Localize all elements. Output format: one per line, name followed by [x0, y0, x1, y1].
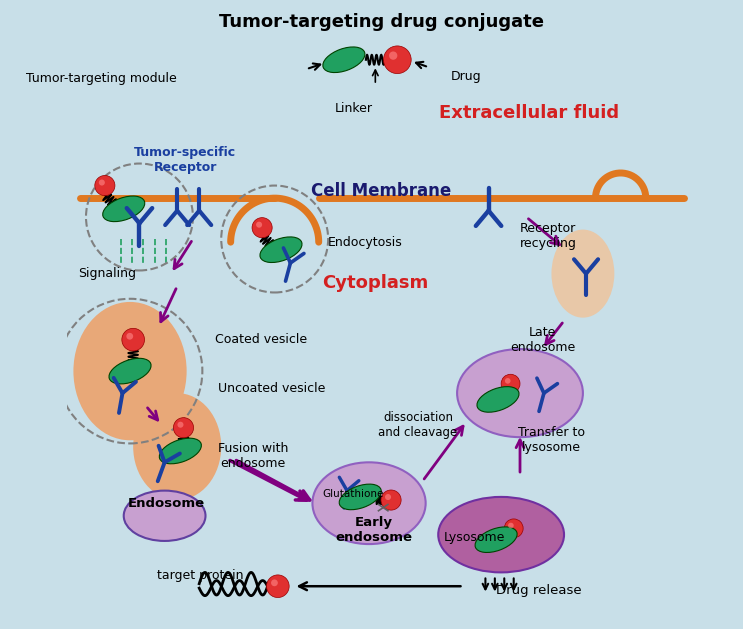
Text: dissociation
and cleavage: dissociation and cleavage	[378, 411, 458, 438]
Circle shape	[383, 46, 411, 74]
Circle shape	[173, 418, 193, 438]
Text: Drug release: Drug release	[496, 584, 582, 596]
Text: target protein: target protein	[158, 569, 244, 582]
Circle shape	[271, 579, 278, 586]
Circle shape	[385, 494, 391, 500]
Text: Linker: Linker	[334, 102, 372, 114]
Text: Tumor-specific
Receptor: Tumor-specific Receptor	[134, 147, 236, 174]
Ellipse shape	[551, 230, 614, 318]
Circle shape	[256, 221, 262, 228]
Circle shape	[389, 52, 398, 60]
Text: Extracellular fluid: Extracellular fluid	[439, 104, 620, 122]
Circle shape	[508, 523, 513, 528]
Text: Drug: Drug	[451, 70, 481, 83]
Text: Fusion with
endosome: Fusion with endosome	[218, 442, 288, 470]
Text: Lysosome: Lysosome	[444, 532, 505, 544]
Ellipse shape	[133, 393, 221, 500]
Ellipse shape	[457, 349, 583, 437]
Ellipse shape	[313, 462, 426, 544]
Circle shape	[178, 421, 184, 428]
FancyBboxPatch shape	[61, 0, 702, 629]
Text: Endocytosis: Endocytosis	[328, 236, 403, 248]
Text: Tumor-targeting module: Tumor-targeting module	[27, 72, 177, 85]
Ellipse shape	[477, 387, 519, 412]
Circle shape	[95, 175, 115, 196]
Text: Receptor
recycling: Receptor recycling	[520, 222, 577, 250]
Circle shape	[99, 179, 105, 186]
Text: Late
endosome: Late endosome	[510, 326, 575, 353]
Ellipse shape	[260, 237, 302, 262]
Text: Transfer to
lysosome: Transfer to lysosome	[518, 426, 585, 454]
Ellipse shape	[74, 302, 186, 440]
Circle shape	[267, 575, 289, 598]
Circle shape	[381, 490, 401, 510]
Circle shape	[122, 328, 144, 351]
Ellipse shape	[323, 47, 365, 72]
Ellipse shape	[103, 196, 145, 221]
Ellipse shape	[438, 497, 564, 572]
Circle shape	[126, 333, 133, 340]
Text: Signaling: Signaling	[78, 267, 136, 280]
Text: Early
endosome: Early endosome	[335, 516, 412, 543]
Text: Tumor-targeting drug conjugate: Tumor-targeting drug conjugate	[219, 13, 544, 31]
Circle shape	[501, 374, 520, 393]
Text: Cytoplasm: Cytoplasm	[322, 274, 429, 292]
Text: Cell Membrane: Cell Membrane	[311, 182, 452, 199]
Ellipse shape	[109, 359, 151, 384]
Text: Glutathione: Glutathione	[322, 489, 384, 499]
Circle shape	[505, 378, 510, 384]
Ellipse shape	[475, 527, 517, 552]
Text: Uncoated vesicle: Uncoated vesicle	[218, 382, 325, 394]
Text: Endosome: Endosome	[128, 497, 205, 509]
Circle shape	[252, 218, 272, 238]
Ellipse shape	[340, 484, 381, 509]
Ellipse shape	[124, 491, 206, 541]
Text: Coated vesicle: Coated vesicle	[215, 333, 307, 346]
Circle shape	[504, 519, 523, 538]
Ellipse shape	[159, 438, 201, 464]
